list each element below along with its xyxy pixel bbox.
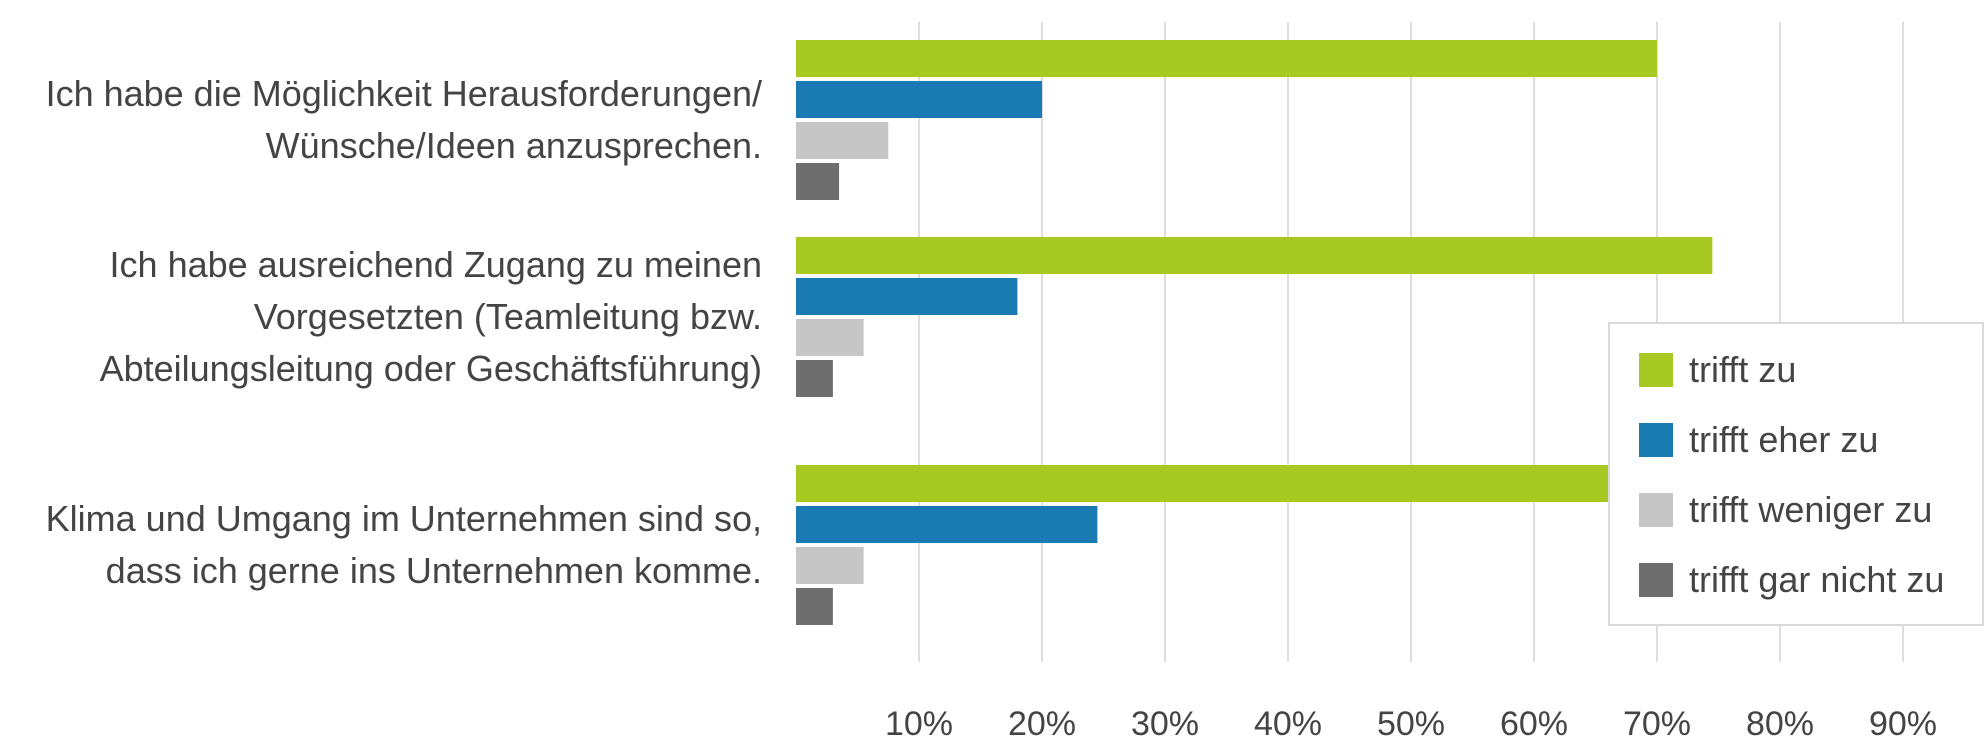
bars bbox=[796, 40, 1713, 625]
bar bbox=[796, 506, 1098, 543]
x-tick-label: 60% bbox=[1500, 705, 1568, 743]
bar bbox=[796, 237, 1713, 274]
bar bbox=[796, 360, 833, 397]
bar bbox=[796, 465, 1621, 502]
bar bbox=[796, 163, 840, 200]
x-tick-label: 40% bbox=[1254, 705, 1322, 743]
x-tick-label: 80% bbox=[1746, 705, 1814, 743]
legend-label: trifft eher zu bbox=[1689, 419, 1878, 460]
bar bbox=[796, 588, 833, 625]
bar bbox=[796, 319, 864, 356]
x-tick-label: 90% bbox=[1869, 705, 1937, 743]
category-label: Abteilungsleitung oder Geschäftsführung) bbox=[100, 348, 762, 389]
legend-label: trifft weniger zu bbox=[1689, 489, 1932, 530]
legend: trifft zu trifft eher zu trifft weniger zu… bbox=[1608, 322, 1984, 626]
category-labels: Ich habe die Möglichkeit Herausforderung… bbox=[46, 73, 762, 591]
category-label: Ich habe ausreichend Zugang zu meinen bbox=[110, 244, 762, 285]
bar bbox=[796, 81, 1042, 118]
x-tick-label: 30% bbox=[1131, 705, 1199, 743]
bar bbox=[796, 547, 864, 584]
category-label: Klima und Umgang im Unternehmen sind so, bbox=[46, 498, 762, 539]
bar bbox=[796, 278, 1018, 315]
category-label: dass ich gerne ins Unternehmen komme. bbox=[106, 550, 762, 591]
category-label: Wünsche/Ideen anzusprechen. bbox=[266, 125, 762, 166]
category-label: Vorgesetzten (Teamleitung bzw. bbox=[254, 296, 762, 337]
x-axis-ticks: 10% 20% 30% 40% 50% 60% 70% 80% 90% bbox=[885, 705, 1937, 743]
legend-swatch bbox=[1639, 493, 1673, 527]
legend-swatch bbox=[1639, 423, 1673, 457]
legend-swatch bbox=[1639, 563, 1673, 597]
legend-label: trifft zu bbox=[1689, 349, 1796, 390]
x-tick-label: 70% bbox=[1623, 705, 1691, 743]
x-tick-label: 50% bbox=[1377, 705, 1445, 743]
x-tick-label: 20% bbox=[1008, 705, 1076, 743]
bar bbox=[796, 40, 1657, 77]
legend-swatch bbox=[1639, 353, 1673, 387]
x-tick-label: 10% bbox=[885, 705, 953, 743]
category-label: Ich habe die Möglichkeit Herausforderung… bbox=[46, 73, 762, 114]
bar bbox=[796, 122, 889, 159]
legend-label: trifft gar nicht zu bbox=[1689, 559, 1944, 600]
